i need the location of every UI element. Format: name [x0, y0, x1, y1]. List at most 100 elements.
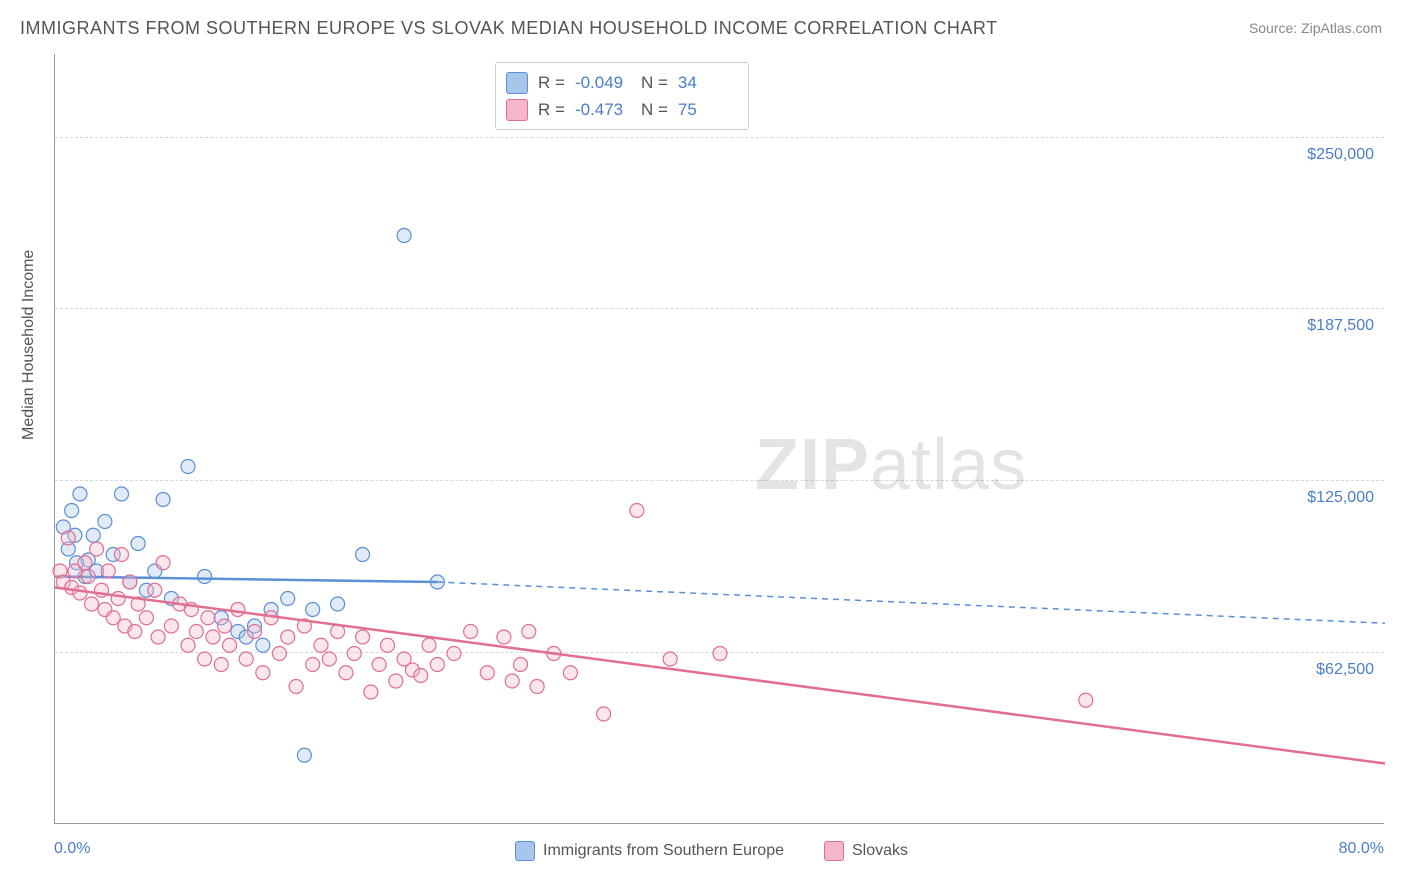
data-point[interactable] — [248, 625, 262, 639]
data-point[interactable] — [198, 570, 212, 584]
data-point[interactable] — [156, 493, 170, 507]
data-point[interactable] — [128, 625, 142, 639]
data-point[interactable] — [148, 583, 162, 597]
data-point[interactable] — [111, 592, 125, 606]
data-point[interactable] — [331, 597, 345, 611]
data-point[interactable] — [256, 666, 270, 680]
data-point[interactable] — [73, 487, 87, 501]
r-value: -0.049 — [575, 69, 631, 96]
data-point[interactable] — [339, 666, 353, 680]
data-point[interactable] — [630, 504, 644, 518]
data-point[interactable] — [115, 548, 129, 562]
data-point[interactable] — [272, 647, 286, 661]
data-point[interactable] — [297, 748, 311, 762]
data-point[interactable] — [189, 625, 203, 639]
correlation-stats-legend: R = -0.049 N = 34 R = -0.473 N = 75 — [495, 62, 749, 130]
data-point[interactable] — [364, 685, 378, 699]
stats-row: R = -0.049 N = 34 — [506, 69, 734, 96]
data-point[interactable] — [151, 630, 165, 644]
data-point[interactable] — [181, 460, 195, 474]
data-point[interactable] — [231, 603, 245, 617]
data-point[interactable] — [85, 597, 99, 611]
chart-container: IMMIGRANTS FROM SOUTHERN EUROPE VS SLOVA… — [0, 0, 1406, 892]
data-point[interactable] — [101, 564, 115, 578]
data-point[interactable] — [414, 669, 428, 683]
data-point[interactable] — [115, 487, 129, 501]
n-label: N = — [641, 69, 668, 96]
data-point[interactable] — [1079, 693, 1093, 707]
regression-extrapolation — [437, 582, 1385, 623]
source-link[interactable]: ZipAtlas.com — [1301, 20, 1382, 36]
r-label: R = — [538, 96, 565, 123]
data-point[interactable] — [198, 652, 212, 666]
data-point[interactable] — [81, 570, 95, 584]
legend-swatch — [506, 72, 528, 94]
data-point[interactable] — [86, 528, 100, 542]
data-point[interactable] — [663, 652, 677, 666]
data-point[interactable] — [139, 611, 153, 625]
data-point[interactable] — [497, 630, 511, 644]
data-point[interactable] — [563, 666, 577, 680]
plot-area: $62,500$125,000$187,500$250,000 ZIPatlas… — [54, 54, 1384, 824]
data-point[interactable] — [239, 652, 253, 666]
data-point[interactable] — [356, 630, 370, 644]
data-point[interactable] — [156, 556, 170, 570]
data-point[interactable] — [347, 647, 361, 661]
data-point[interactable] — [447, 647, 461, 661]
series-legend-item[interactable]: Slovaks — [824, 841, 908, 861]
data-point[interactable] — [597, 707, 611, 721]
data-point[interactable] — [164, 619, 178, 633]
data-point[interactable] — [123, 575, 137, 589]
data-point[interactable] — [422, 638, 436, 652]
data-point[interactable] — [381, 638, 395, 652]
data-point[interactable] — [530, 680, 544, 694]
data-point[interactable] — [218, 619, 232, 633]
n-value: 75 — [678, 96, 734, 123]
stats-row: R = -0.473 N = 75 — [506, 96, 734, 123]
data-point[interactable] — [430, 658, 444, 672]
data-point[interactable] — [61, 531, 75, 545]
data-point[interactable] — [201, 611, 215, 625]
source-attribution: Source: ZipAtlas.com — [1249, 20, 1382, 36]
data-point[interactable] — [223, 638, 237, 652]
data-point[interactable] — [397, 229, 411, 243]
data-point[interactable] — [281, 592, 295, 606]
x-axis-min-label: 0.0% — [54, 840, 90, 858]
chart-title: IMMIGRANTS FROM SOUTHERN EUROPE VS SLOVA… — [20, 18, 998, 39]
data-point[interactable] — [214, 658, 228, 672]
n-label: N = — [641, 96, 668, 123]
data-point[interactable] — [480, 666, 494, 680]
data-point[interactable] — [322, 652, 336, 666]
data-point[interactable] — [181, 638, 195, 652]
data-point[interactable] — [372, 658, 386, 672]
data-point[interactable] — [306, 658, 320, 672]
data-point[interactable] — [356, 548, 370, 562]
data-point[interactable] — [314, 638, 328, 652]
series-legend-item[interactable]: Immigrants from Southern Europe — [515, 841, 784, 861]
data-point[interactable] — [206, 630, 220, 644]
data-point[interactable] — [131, 537, 145, 551]
series-name: Slovaks — [852, 842, 908, 860]
data-point[interactable] — [464, 625, 478, 639]
legend-swatch — [824, 841, 844, 861]
r-value: -0.473 — [575, 96, 631, 123]
data-point[interactable] — [306, 603, 320, 617]
n-value: 34 — [678, 69, 734, 96]
data-point[interactable] — [73, 586, 87, 600]
data-point[interactable] — [65, 504, 79, 518]
data-point[interactable] — [522, 625, 536, 639]
legend-swatch — [506, 99, 528, 121]
data-point[interactable] — [98, 515, 112, 529]
data-point[interactable] — [78, 556, 92, 570]
y-axis-label: Median Household Income — [20, 250, 38, 440]
data-point[interactable] — [289, 680, 303, 694]
series-legend: Immigrants from Southern Europe Slovaks — [515, 841, 908, 861]
data-point[interactable] — [505, 674, 519, 688]
data-point[interactable] — [713, 647, 727, 661]
data-point[interactable] — [514, 658, 528, 672]
r-label: R = — [538, 69, 565, 96]
data-point[interactable] — [281, 630, 295, 644]
data-point[interactable] — [90, 542, 104, 556]
data-point[interactable] — [256, 638, 270, 652]
data-point[interactable] — [389, 674, 403, 688]
